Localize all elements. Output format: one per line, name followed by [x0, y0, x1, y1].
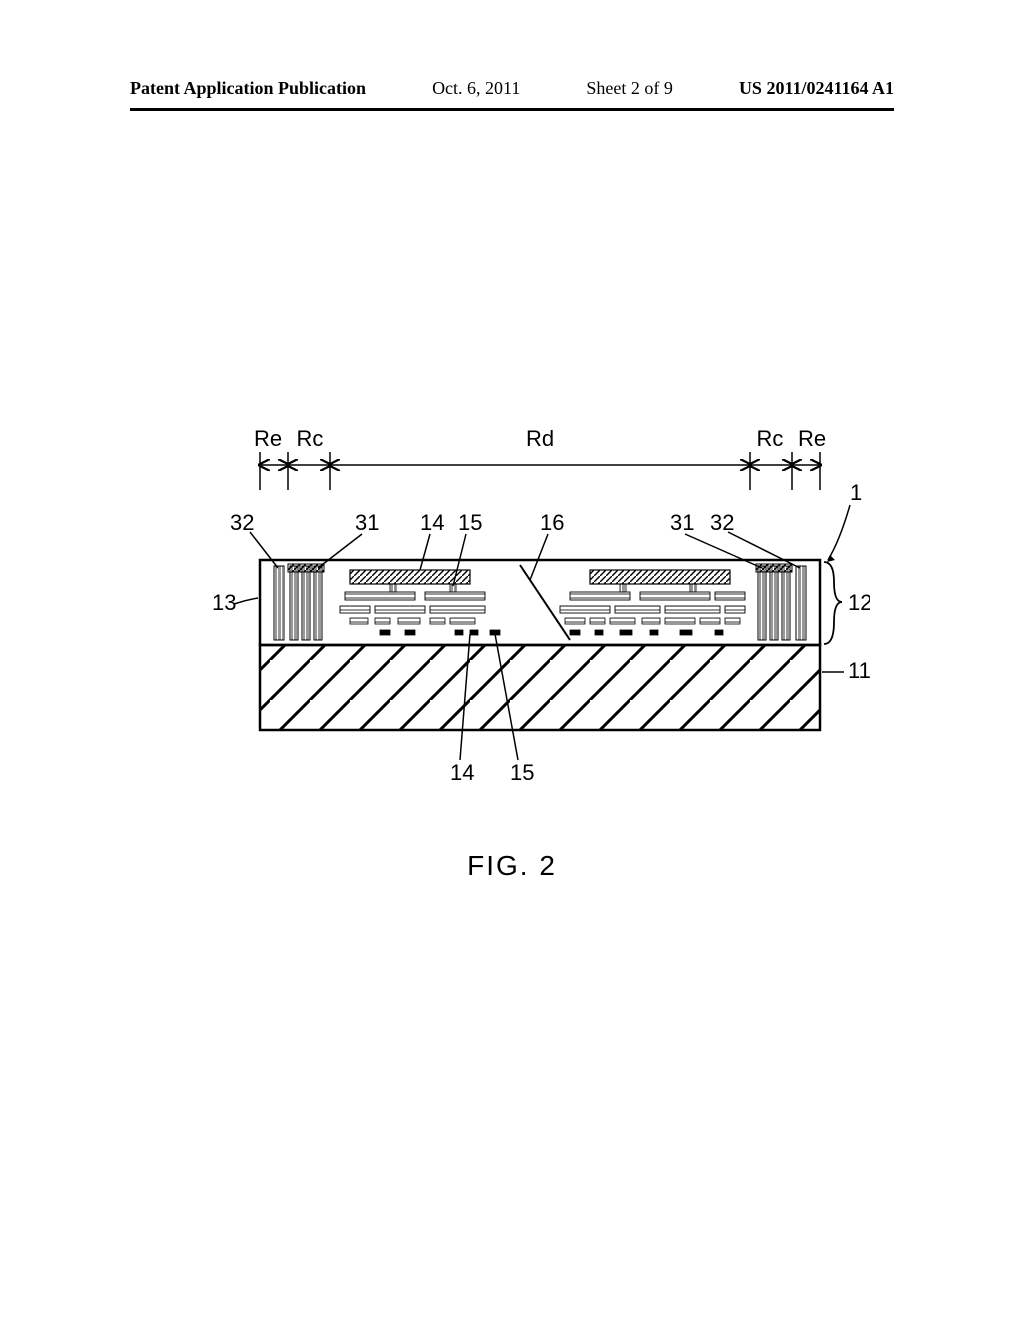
ref-14-top: 14 [420, 510, 444, 535]
ref-31-right: 31 [670, 510, 694, 535]
ref-14-bot: 14 [450, 760, 474, 785]
header-sheet: Sheet 2 of 9 [586, 78, 672, 99]
ref-15-top: 15 [458, 510, 482, 535]
label-re-left: Re [254, 426, 282, 451]
label-rc-left: Rc [297, 426, 324, 451]
ref-32-left: 32 [230, 510, 254, 535]
label-re-right: Re [798, 426, 826, 451]
figure-caption: FIG. 2 [0, 850, 1024, 882]
figure-2: Re Rc Rd Rc Re 32 31 14 15 16 31 32 1 13 [150, 420, 870, 840]
ref-13: 13 [212, 590, 236, 615]
label-rd: Rd [526, 426, 554, 451]
header-center: Oct. 6, 2011 [432, 78, 520, 99]
ref-16: 16 [540, 510, 564, 535]
ref-15-bot: 15 [510, 760, 534, 785]
ref-11: 11 [848, 658, 870, 683]
header-rule [130, 108, 894, 111]
ref-31-left: 31 [355, 510, 379, 535]
label-rc-right: Rc [757, 426, 784, 451]
ref-12: 12 [848, 590, 870, 615]
page-header: Patent Application Publication Oct. 6, 2… [0, 78, 1024, 99]
ref-32-right: 32 [710, 510, 734, 535]
ref-1: 1 [850, 480, 862, 505]
header-right: US 2011/0241164 A1 [739, 78, 894, 99]
header-left: Patent Application Publication [130, 78, 366, 99]
